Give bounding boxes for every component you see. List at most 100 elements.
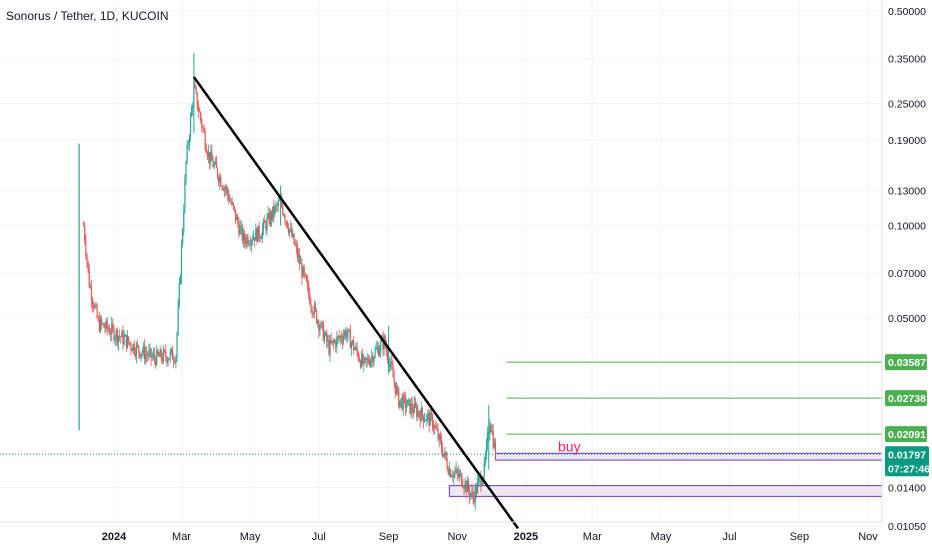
candle-body <box>236 216 238 221</box>
candle-body <box>444 451 446 454</box>
candle-body <box>442 449 444 457</box>
candle-body <box>274 205 276 215</box>
target-badge-label: 0.03587 <box>888 357 926 369</box>
candle-body <box>176 333 178 358</box>
candle-body <box>294 244 296 246</box>
candle-body <box>243 233 246 241</box>
candle-body <box>445 451 447 459</box>
x-tick-label: Sep <box>790 531 810 543</box>
candle-body <box>354 348 356 351</box>
candle-body <box>264 220 266 223</box>
candle-body <box>102 323 104 325</box>
candle-body <box>205 147 207 153</box>
y-tick-label: 0.01400 <box>888 483 926 495</box>
candle-body <box>309 294 311 305</box>
candle-body <box>204 131 206 148</box>
candle-body <box>359 361 362 367</box>
candle-body <box>415 403 417 407</box>
candle-body <box>382 337 384 350</box>
candle-body <box>200 112 202 120</box>
candle-body <box>142 345 144 353</box>
candle-body <box>481 482 483 486</box>
current-price-label: 0.01797 <box>888 449 926 461</box>
candle-body <box>449 469 452 477</box>
candle-body <box>483 462 485 478</box>
candle-body <box>424 420 426 422</box>
candle-body <box>254 236 256 241</box>
candle-body <box>203 128 205 132</box>
candle-body <box>320 322 322 328</box>
candle-body <box>106 320 108 329</box>
candle-body <box>351 340 354 343</box>
candle-body <box>285 220 287 222</box>
target-badge <box>885 426 927 443</box>
candle-body <box>347 329 349 335</box>
x-tick-label: Jul <box>312 531 326 543</box>
candles <box>78 53 497 510</box>
candle-body <box>455 469 457 473</box>
candle-body <box>233 206 236 210</box>
candle-body <box>276 205 278 206</box>
candle-body <box>332 340 335 343</box>
candle-body <box>447 468 449 475</box>
candle-body <box>238 223 240 235</box>
candle-body <box>110 334 112 335</box>
candle-body <box>252 236 255 241</box>
candle-body <box>391 361 393 369</box>
candle-body <box>212 160 214 167</box>
candle-body <box>433 427 435 429</box>
candle-body <box>408 399 410 401</box>
candle-body <box>303 266 305 274</box>
x-tick-label: Sep <box>379 531 399 543</box>
candle-body <box>420 407 422 422</box>
candle-body <box>458 473 461 477</box>
candle-body <box>218 176 220 183</box>
candle-body <box>360 354 363 367</box>
candle-body <box>207 152 210 157</box>
candle-body <box>465 481 467 492</box>
candle-body <box>300 263 302 265</box>
candle-body <box>267 213 269 219</box>
candle-body <box>330 339 332 343</box>
candle-body <box>94 305 96 309</box>
candle-body <box>490 424 492 432</box>
candle-body <box>336 337 338 348</box>
candle-body <box>295 245 297 247</box>
y-tick-label: 0.01050 <box>888 521 926 533</box>
candle-body <box>248 243 250 245</box>
candle-body <box>282 205 284 215</box>
candle-body <box>113 327 115 341</box>
candle-body <box>234 209 237 221</box>
candle-body <box>170 348 172 352</box>
candle-body <box>405 405 408 409</box>
target-badge <box>885 390 927 407</box>
candle-body <box>451 476 453 478</box>
candle-body <box>249 243 251 245</box>
candle-body <box>129 342 131 344</box>
candle-body <box>418 410 420 415</box>
candle-body <box>487 432 489 443</box>
candle-body <box>302 266 304 278</box>
candle-body <box>146 353 148 355</box>
x-tick-label: Mar <box>583 531 602 543</box>
candle-body <box>367 358 369 363</box>
candle-body <box>247 236 249 245</box>
candle-body <box>310 304 312 308</box>
y-tick-label: 0.05000 <box>888 313 926 325</box>
candle-body <box>191 108 193 117</box>
candle-body <box>130 343 132 349</box>
candle-body <box>173 359 175 361</box>
target-badge-label: 0.02738 <box>888 393 926 405</box>
candle-body <box>413 403 416 413</box>
candle-body <box>283 214 285 217</box>
candle-body <box>272 206 274 220</box>
countdown-label: 07:27:46 <box>888 463 930 475</box>
candle-body <box>144 353 147 360</box>
candle-body <box>443 453 445 457</box>
candle-body <box>305 275 308 282</box>
candle-body <box>196 92 198 108</box>
candle-body <box>168 358 170 360</box>
candle-body <box>373 357 375 363</box>
